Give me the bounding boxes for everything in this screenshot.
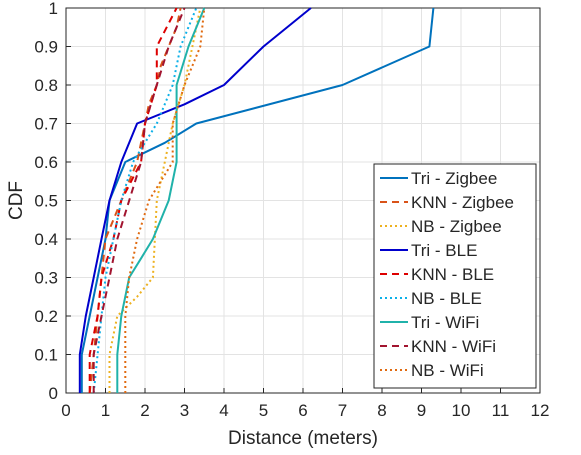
series-line-4 — [78, 7, 312, 393]
y-tick-label: 0.8 — [34, 76, 58, 95]
y-tick-label: 0.3 — [34, 269, 58, 288]
y-tick-label: 0.9 — [34, 38, 58, 57]
x-tick-label: 12 — [531, 401, 550, 420]
y-tick-label: 0.4 — [34, 230, 58, 249]
y-tick-label: 0.6 — [34, 153, 58, 172]
x-tick-label: 7 — [338, 401, 347, 420]
x-tick-label: 2 — [140, 401, 149, 420]
x-tick-label: 3 — [180, 401, 189, 420]
x-tick-label: 10 — [452, 401, 471, 420]
legend-box — [373, 163, 537, 389]
x-tick-label: 8 — [377, 401, 386, 420]
series-line-1 — [80, 7, 435, 393]
y-tick-label: 0 — [49, 384, 58, 403]
series-line-5 — [88, 7, 178, 393]
legend-label: NB - BLE — [411, 289, 482, 308]
x-tick-label: 5 — [259, 401, 268, 420]
legend-label: KNN - BLE — [411, 265, 494, 284]
series-line-7 — [116, 7, 206, 393]
legend-label: Tri - WiFi — [411, 313, 479, 332]
series-line-9 — [124, 7, 206, 393]
series-line-8 — [92, 7, 186, 393]
y-tick-label: 0.1 — [34, 346, 58, 365]
tick-labels: 0 1 2 3 4 5 6 7 8 9 10 11 1200.10.20.30.40.50.60.70.… — [34, 0, 549, 420]
legend-label: KNN - WiFi — [411, 337, 496, 356]
legend-label: NB - Zigbee — [411, 217, 502, 236]
y-axis-title: CDF — [6, 181, 27, 220]
legend-label: KNN - Zigbee — [411, 193, 514, 212]
x-tick-label: 0 — [61, 401, 70, 420]
x-tick-label: 1 — [101, 401, 110, 420]
legend-label: Tri - BLE — [411, 241, 477, 260]
x-tick-label: 11 — [492, 401, 510, 420]
x-tick-label: 4 — [219, 401, 228, 420]
x-axis-title: Distance (meters) — [228, 428, 378, 449]
y-tick-label: 0.5 — [34, 192, 58, 211]
legend-label: NB - WiFi — [411, 361, 484, 380]
y-tick-label: 0.7 — [34, 115, 58, 134]
legend-label: Tri - Zigbee — [411, 169, 497, 188]
y-tick-label: 0.2 — [34, 307, 58, 326]
x-tick-label: 9 — [417, 401, 426, 420]
series-layer — [78, 7, 435, 394]
x-tick-label: 6 — [298, 401, 307, 420]
legend: Tri - Zigbee KNN - Zigbee NB - Zigbee Tri -… — [373, 163, 537, 389]
y-tick-label: 1 — [49, 0, 58, 18]
